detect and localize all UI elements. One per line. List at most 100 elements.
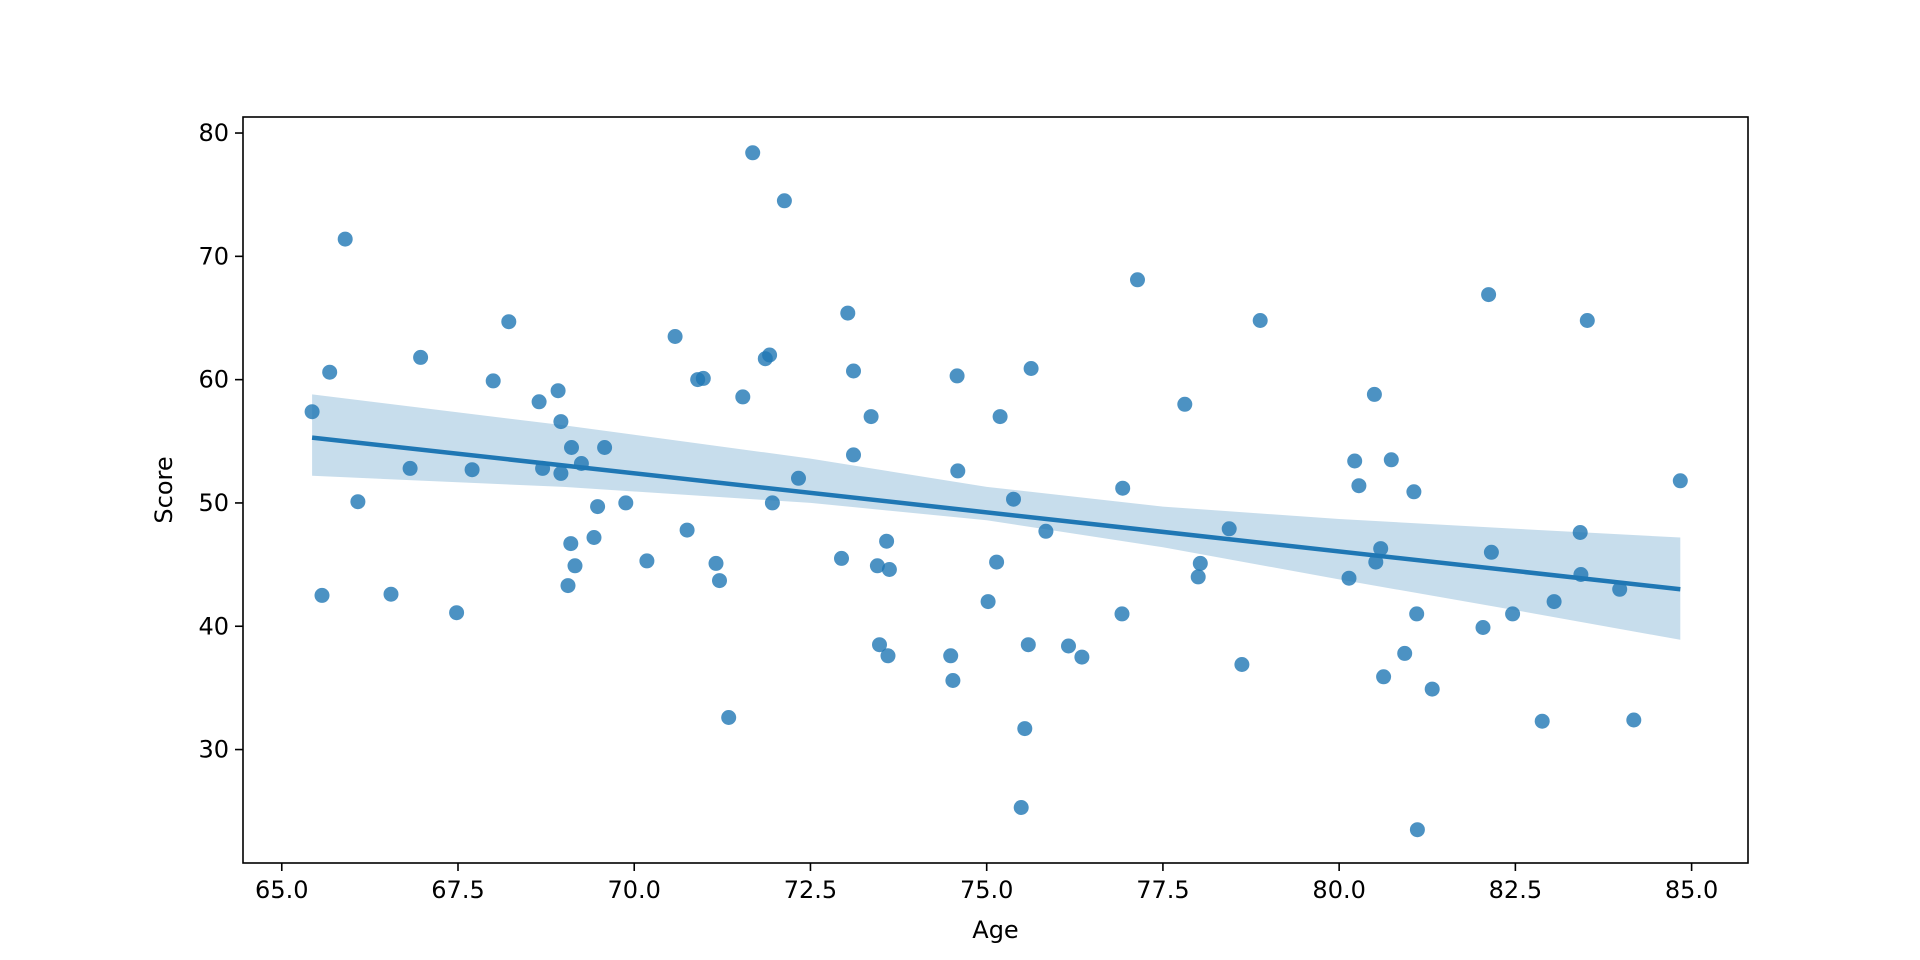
data-point — [1534, 713, 1550, 729]
data-point — [1192, 555, 1208, 571]
data-point — [1114, 606, 1130, 622]
x-tick-label: 82.5 — [1489, 876, 1542, 904]
data-point — [413, 349, 429, 365]
data-point — [563, 536, 579, 552]
data-point — [1483, 544, 1499, 560]
data-point — [846, 447, 861, 463]
data-point — [464, 462, 480, 478]
data-point — [402, 460, 418, 476]
data-point — [1579, 313, 1595, 328]
confidence-band — [312, 394, 1681, 640]
data-point — [553, 414, 569, 430]
data-point — [1672, 473, 1688, 489]
data-point — [1038, 523, 1054, 539]
data-point — [1115, 480, 1131, 496]
data-point — [950, 463, 966, 479]
data-point — [1612, 581, 1628, 597]
data-point — [550, 383, 566, 399]
data-point — [1366, 386, 1382, 402]
data-point — [721, 710, 737, 725]
data-point — [1397, 645, 1413, 661]
data-point — [1505, 606, 1521, 622]
data-point — [1221, 521, 1237, 537]
regression-line — [311, 435, 1681, 592]
data-point — [1013, 800, 1029, 815]
data-point — [1373, 541, 1389, 557]
x-tick-label: 67.5 — [431, 876, 484, 904]
y-axis-label: Score — [150, 456, 178, 523]
data-point — [764, 495, 780, 511]
data-point — [840, 305, 856, 321]
y-tick-label: 40 — [198, 612, 229, 640]
y-tick-label: 80 — [198, 119, 229, 147]
data-point — [1572, 525, 1588, 540]
data-point — [618, 495, 634, 511]
data-point — [1020, 637, 1036, 653]
data-point — [567, 558, 583, 574]
data-point — [1351, 478, 1367, 494]
plot-area — [304, 145, 1688, 838]
data-point — [1190, 569, 1206, 585]
data-point — [501, 314, 517, 330]
data-point — [553, 465, 569, 481]
y-tick-label: 50 — [198, 489, 229, 517]
data-point — [695, 370, 711, 386]
data-point — [1546, 594, 1562, 610]
x-axis-label: Age — [972, 916, 1018, 944]
data-point — [1626, 712, 1642, 728]
data-point — [1177, 396, 1193, 412]
data-point — [597, 440, 613, 455]
data-point — [1481, 287, 1497, 303]
data-point — [1023, 361, 1039, 376]
data-point — [745, 145, 761, 161]
data-point — [1130, 272, 1145, 288]
data-point — [989, 554, 1005, 570]
data-point — [667, 329, 683, 344]
data-point — [776, 193, 792, 209]
data-point — [943, 648, 959, 664]
data-point — [945, 673, 961, 688]
y-axis: 30 40 50 60 70 80 — [198, 119, 243, 764]
data-point — [350, 494, 366, 510]
data-point — [863, 409, 879, 425]
data-points — [304, 145, 1688, 838]
data-point — [1074, 649, 1090, 665]
data-point — [337, 231, 353, 247]
data-point — [1409, 822, 1425, 838]
y-tick-label: 70 — [198, 242, 229, 270]
data-point — [590, 499, 606, 515]
data-point — [1409, 606, 1425, 622]
x-tick-label: 75.0 — [960, 876, 1013, 904]
data-point — [846, 363, 861, 379]
data-point — [1424, 681, 1440, 697]
data-point — [980, 594, 996, 610]
data-point — [949, 368, 965, 384]
data-point — [449, 605, 465, 621]
data-point — [564, 440, 579, 455]
data-point — [1341, 570, 1357, 586]
data-point — [762, 347, 778, 363]
x-axis: 65.0 67.5 70.0 72.5 75.0 77.5 80.0 82.5 85.0 — [255, 863, 1718, 904]
data-point — [314, 587, 330, 603]
data-point — [1383, 452, 1399, 468]
data-point — [639, 553, 655, 569]
data-point — [1475, 620, 1491, 635]
axes-frame — [242, 116, 1749, 864]
data-point — [531, 394, 547, 410]
x-tick-label: 70.0 — [608, 876, 661, 904]
x-tick-label: 77.5 — [1136, 876, 1189, 904]
data-point — [679, 522, 695, 538]
data-point — [1252, 313, 1268, 328]
y-tick-label: 30 — [198, 736, 229, 764]
data-point — [1406, 484, 1422, 500]
data-point — [1376, 669, 1392, 685]
x-tick-label: 85.0 — [1665, 876, 1718, 904]
data-point — [834, 550, 849, 566]
data-point — [485, 373, 501, 389]
data-point — [735, 389, 751, 405]
data-point — [879, 533, 895, 549]
data-point — [1347, 453, 1363, 469]
data-point — [992, 409, 1008, 425]
